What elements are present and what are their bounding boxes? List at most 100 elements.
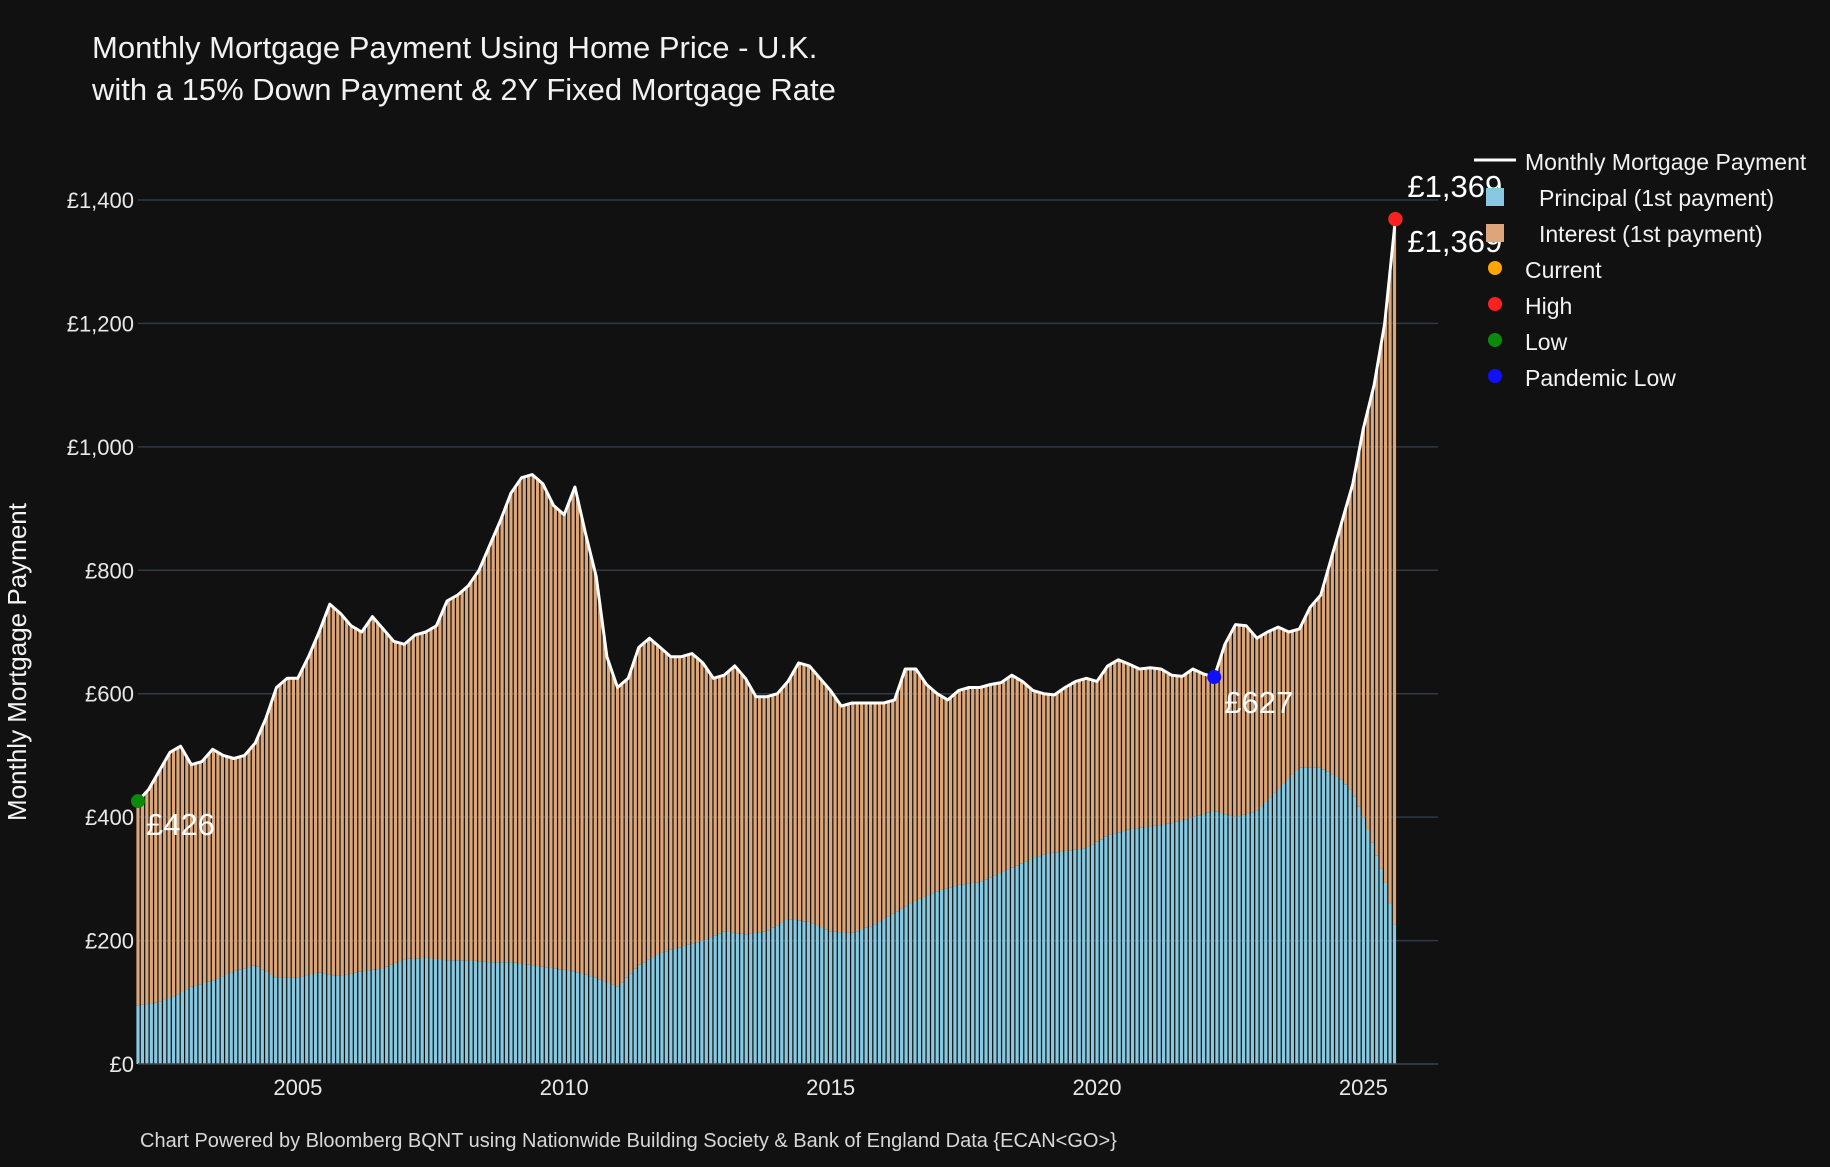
principal-bar xyxy=(789,919,793,1064)
principal-bar xyxy=(1317,767,1321,1064)
principal-bar xyxy=(762,931,766,1064)
interest-bar xyxy=(686,654,691,945)
interest-bar xyxy=(1170,675,1175,824)
interest-bar xyxy=(802,664,806,922)
interest-bar xyxy=(269,702,273,975)
interest-bar xyxy=(971,687,975,883)
principal-bar xyxy=(629,973,633,1064)
interest-bar xyxy=(873,702,877,925)
interest-bar xyxy=(846,704,850,933)
interest-bar xyxy=(544,491,549,968)
axes: £0 £200 £400 £600 £800 £1,000 £1,200 £1,400 2005… xyxy=(2,188,1438,1100)
interest-bar xyxy=(464,587,469,961)
principal-bar xyxy=(487,962,491,1064)
interest-bar xyxy=(1126,663,1130,830)
interest-bar xyxy=(615,687,620,987)
interest-bar xyxy=(1077,680,1081,850)
principal-bar xyxy=(1308,767,1312,1064)
interest-bar xyxy=(167,753,171,999)
principal-bar xyxy=(1104,836,1108,1064)
interest-bar xyxy=(482,557,486,962)
interest-bar xyxy=(731,667,735,933)
interest-bar xyxy=(171,750,176,997)
interest-bar xyxy=(300,669,304,977)
principal-bar xyxy=(895,911,899,1064)
interest-bar xyxy=(1135,667,1139,829)
interest-bar xyxy=(1006,677,1010,870)
interest-bar xyxy=(367,621,371,971)
interest-bar xyxy=(1330,554,1334,775)
principal-bar xyxy=(513,962,517,1064)
legend-label: Monthly Mortgage Payment xyxy=(1525,149,1807,175)
principal-bar xyxy=(709,937,713,1064)
interest-bar xyxy=(447,600,451,961)
interest-bar xyxy=(1375,369,1379,856)
interest-bar xyxy=(247,750,251,968)
interest-bar xyxy=(331,607,335,976)
interest-bar xyxy=(180,749,184,992)
principal-bar xyxy=(1210,811,1215,1064)
principal-bar xyxy=(682,945,686,1064)
interest-bar xyxy=(274,690,278,978)
principal-bar xyxy=(1019,863,1024,1064)
interest-bar xyxy=(877,702,882,922)
interest-bar xyxy=(513,486,517,963)
principal-bar xyxy=(1290,774,1294,1064)
interest-bar xyxy=(1201,673,1206,815)
interest-bar xyxy=(829,690,833,932)
principal-bar xyxy=(695,942,700,1064)
principal-bar xyxy=(491,962,495,1064)
y-tick-label: £1,000 xyxy=(67,435,134,460)
principal-bar xyxy=(398,961,402,1064)
interest-bar xyxy=(931,689,935,894)
interest-bar xyxy=(1166,673,1170,824)
principal-bar xyxy=(380,968,384,1064)
principal-bar xyxy=(726,931,731,1064)
interest-bar xyxy=(1308,607,1312,768)
principal-bar xyxy=(300,976,304,1064)
principal-bar xyxy=(313,973,318,1064)
principal-bar xyxy=(1375,855,1379,1064)
low-marker xyxy=(131,794,145,809)
principal-bar xyxy=(1344,784,1348,1064)
interest-bar xyxy=(1175,675,1179,822)
interest-bar xyxy=(487,547,491,963)
interest-bar xyxy=(149,784,153,1004)
interest-bar xyxy=(1197,671,1201,816)
principal-bar xyxy=(700,940,704,1064)
interest-bar xyxy=(1162,670,1166,825)
interest-bar xyxy=(895,692,899,912)
interest-bar xyxy=(1019,680,1024,864)
principal-bar xyxy=(420,958,424,1064)
interest-bar xyxy=(349,625,353,974)
interest-bar xyxy=(789,676,793,920)
principal-bar xyxy=(1162,824,1166,1064)
interest-bar xyxy=(1210,676,1215,812)
principal-bar xyxy=(558,969,562,1064)
interest-bar xyxy=(287,678,291,978)
interest-bar xyxy=(744,679,748,935)
interest-bar xyxy=(362,628,367,972)
principal-bar xyxy=(873,924,877,1064)
interest-bar xyxy=(935,693,939,892)
principal-bar xyxy=(988,877,993,1064)
high-marker xyxy=(1388,212,1403,227)
principal-bar xyxy=(220,976,224,1064)
principal-bar xyxy=(318,972,322,1064)
interest-bar xyxy=(979,687,984,882)
principal-bar xyxy=(1126,829,1130,1064)
interest-bar xyxy=(664,652,668,952)
interest-bar xyxy=(1068,684,1072,851)
principal-bar xyxy=(966,883,970,1064)
legend-label: Interest (1st payment) xyxy=(1539,221,1763,247)
interest-bar xyxy=(371,617,375,970)
interest-bar xyxy=(1233,626,1237,817)
principal-bar xyxy=(917,898,922,1064)
principal-bar xyxy=(1122,831,1126,1064)
principal-bar xyxy=(522,964,526,1064)
interest-bar xyxy=(242,755,247,969)
principal-bar xyxy=(1042,854,1046,1064)
interest-bar xyxy=(1250,633,1255,813)
principal-bar xyxy=(1335,777,1339,1064)
interest-bar xyxy=(1011,675,1015,868)
